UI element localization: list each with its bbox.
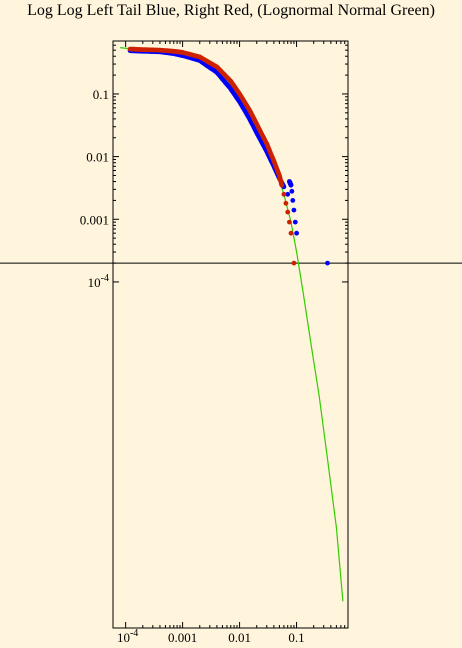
data-point: [285, 209, 291, 215]
data-point: [288, 182, 294, 188]
data-point: [288, 230, 294, 236]
x-tick-label: 0.1: [288, 630, 304, 645]
data-point: [290, 198, 296, 203]
data-point: [291, 207, 297, 213]
data-point: [285, 191, 291, 197]
y-tick-label: 0.001: [80, 212, 109, 227]
y-tick-label: 10-4: [88, 273, 109, 290]
y-tick-label: 0.1: [93, 87, 109, 102]
data-point: [287, 219, 292, 225]
y-tick-label: 0.01: [86, 150, 109, 165]
chart-title: Log Log Left Tail Blue, Right Red, (Logn…: [27, 2, 435, 19]
data-point: [289, 188, 295, 194]
data-point: [325, 260, 330, 266]
data-point: [283, 200, 289, 206]
data-point: [281, 191, 287, 197]
plot-frame: [112, 40, 349, 629]
data-point: [291, 260, 297, 266]
data-point: [292, 219, 298, 225]
x-tick-label: 0.001: [168, 630, 197, 645]
data-point: [294, 230, 299, 236]
data-point: [279, 182, 285, 188]
x-tick-label: 10-4: [117, 628, 138, 645]
series-line: [120, 47, 344, 602]
x-tick-label: 0.01: [228, 630, 251, 645]
